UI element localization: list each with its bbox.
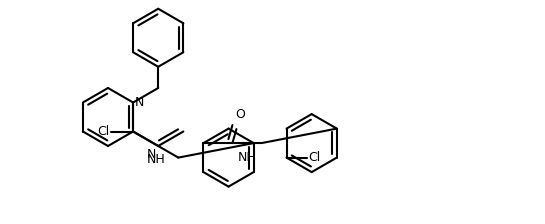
Text: NH: NH (238, 151, 256, 164)
Text: N: N (135, 96, 144, 109)
Text: N: N (147, 148, 156, 161)
Text: NH: NH (147, 153, 165, 166)
Text: O: O (235, 108, 245, 121)
Text: Cl: Cl (308, 151, 321, 164)
Text: Cl: Cl (97, 125, 109, 138)
